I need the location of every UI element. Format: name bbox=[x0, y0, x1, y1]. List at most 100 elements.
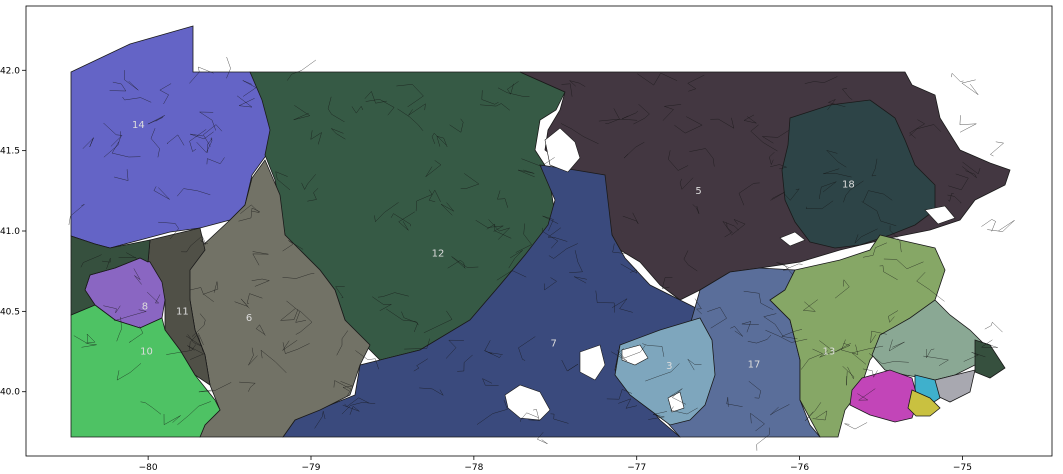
precinct-boundary bbox=[482, 378, 499, 386]
district-west-strip-region bbox=[70, 235, 151, 316]
precinct-boundary bbox=[202, 124, 223, 147]
x-tick-label: −78 bbox=[464, 463, 483, 473]
precinct-boundary bbox=[521, 157, 555, 167]
district-label-10: 10 bbox=[140, 347, 153, 358]
precinct-boundary bbox=[331, 128, 346, 140]
precinct-boundary bbox=[476, 399, 508, 425]
precinct-boundary bbox=[871, 158, 878, 177]
precinct-boundary bbox=[198, 382, 232, 393]
precinct-boundary bbox=[301, 174, 316, 191]
precinct-boundary bbox=[645, 363, 680, 382]
precinct-boundary bbox=[158, 221, 180, 240]
precinct-boundary bbox=[743, 290, 774, 311]
district-label-7: 7 bbox=[550, 339, 556, 350]
precinct-boundary bbox=[844, 422, 868, 430]
precinct-boundary bbox=[783, 188, 800, 201]
precinct-boundary bbox=[962, 161, 981, 175]
precinct-boundary bbox=[428, 189, 441, 203]
precinct-boundary bbox=[488, 352, 503, 358]
precinct-boundary bbox=[282, 240, 304, 252]
precinct-boundary bbox=[951, 72, 964, 83]
precinct-boundary bbox=[423, 310, 453, 334]
precinct-boundary bbox=[770, 191, 785, 201]
y-axis: 40.0 40.5 41.0 41.5 42.0 bbox=[0, 66, 26, 398]
precinct-boundary bbox=[187, 334, 202, 347]
precinct-boundary bbox=[743, 114, 757, 124]
precinct-boundary bbox=[207, 138, 213, 153]
district-label-6: 6 bbox=[246, 313, 252, 324]
precinct-boundary bbox=[722, 220, 739, 234]
precinct-boundary bbox=[279, 308, 299, 321]
precinct-boundary bbox=[275, 171, 291, 191]
precinct-boundary bbox=[415, 189, 433, 212]
precinct-boundary bbox=[851, 345, 884, 365]
precinct-boundary bbox=[819, 340, 835, 358]
precinct-boundary bbox=[341, 402, 376, 415]
precinct-boundary bbox=[763, 313, 784, 337]
precinct-boundary bbox=[694, 298, 702, 315]
district-18-region bbox=[781, 99, 936, 249]
precinct-boundary bbox=[166, 344, 197, 355]
precinct-boundary bbox=[488, 219, 510, 240]
precinct-boundary bbox=[226, 56, 231, 79]
precinct-boundary bbox=[548, 243, 578, 259]
precinct-boundary bbox=[862, 190, 893, 203]
precinct-boundary bbox=[747, 334, 772, 344]
precinct-boundary bbox=[961, 79, 979, 95]
x-tick-label: −75 bbox=[953, 463, 972, 473]
precinct-boundary bbox=[606, 389, 633, 400]
precinct-boundary bbox=[335, 286, 345, 299]
precinct-boundary bbox=[846, 371, 848, 386]
x-tick-label: −77 bbox=[627, 463, 646, 473]
precinct-boundary bbox=[189, 129, 207, 153]
district-label-13: 13 bbox=[823, 347, 836, 358]
precinct-boundary bbox=[542, 227, 559, 249]
precinct-boundary bbox=[560, 123, 599, 145]
precinct-boundary bbox=[879, 265, 898, 281]
precinct-boundary bbox=[642, 343, 665, 357]
precinct-boundary bbox=[517, 169, 535, 178]
precinct-boundary bbox=[419, 387, 444, 396]
precinct-boundary bbox=[841, 88, 853, 100]
precinct-boundary bbox=[738, 182, 760, 206]
precinct-boundary bbox=[962, 166, 977, 178]
y-tick-label: 40.0 bbox=[0, 388, 20, 398]
precinct-boundary bbox=[633, 104, 650, 125]
precinct-boundary bbox=[293, 105, 311, 121]
precinct-boundary bbox=[547, 227, 568, 242]
y-tick-label: 40.5 bbox=[0, 307, 20, 317]
precinct-boundary bbox=[648, 411, 668, 420]
precinct-boundary bbox=[189, 287, 214, 302]
precinct-boundary bbox=[286, 59, 317, 81]
precinct-boundary bbox=[153, 186, 170, 200]
x-tick-label: −79 bbox=[302, 463, 321, 473]
precinct-boundary bbox=[386, 308, 419, 326]
precinct-boundary bbox=[236, 95, 255, 108]
precinct-boundary bbox=[888, 310, 899, 323]
precinct-boundary bbox=[436, 135, 448, 148]
district-labels: 14 12 5 18 7 3 17 13 6 11 8 10 bbox=[132, 120, 855, 372]
precinct-boundary bbox=[413, 358, 428, 372]
precinct-boundary bbox=[804, 402, 822, 422]
precinct-boundary bbox=[674, 116, 703, 134]
precinct-boundary bbox=[569, 250, 583, 273]
precinct-boundary bbox=[496, 270, 527, 281]
district-label-11: 11 bbox=[176, 306, 189, 317]
precinct-boundary bbox=[497, 190, 509, 208]
precinct-boundary bbox=[103, 122, 123, 147]
precinct-boundary bbox=[103, 305, 121, 314]
precinct-boundary bbox=[255, 324, 266, 336]
precinct-boundary bbox=[140, 401, 162, 415]
district-label-17: 17 bbox=[748, 359, 761, 370]
precinct-boundary bbox=[118, 252, 137, 259]
precinct-boundary bbox=[286, 300, 307, 323]
precinct-boundary bbox=[479, 103, 510, 111]
precinct-boundary bbox=[206, 157, 225, 165]
precinct-boundary bbox=[282, 342, 310, 354]
precinct-boundary bbox=[730, 326, 743, 337]
precinct-boundary bbox=[870, 330, 887, 344]
precinct-boundary bbox=[862, 368, 878, 378]
precinct-boundary bbox=[146, 291, 161, 304]
precinct-boundary bbox=[340, 381, 354, 392]
precinct-boundary bbox=[507, 81, 519, 95]
